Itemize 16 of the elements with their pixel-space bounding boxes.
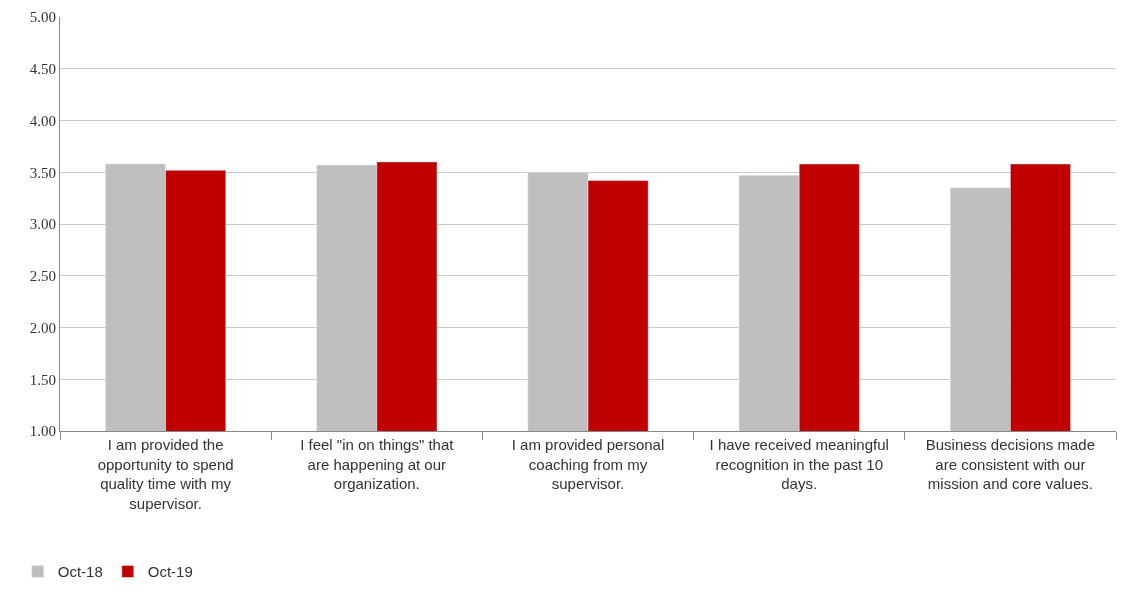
legend-label: Oct-19 [147,563,193,581]
x-tick-label: I feel "in on things" that are happening at our organization. [300,436,455,492]
legend-label: Oct-18 [57,563,103,581]
y-tick-label: 5.00 [29,9,56,26]
y-tick-label: 4.00 [29,112,56,129]
y-tick-label: 2.00 [29,319,56,336]
x-tick-label: I have received meaningful recognition in the past 10 days. [709,436,889,492]
x-tick-label: I am provided the opportunity to spend quality time with my supervisor. [97,436,234,512]
y-tick-label: 1.00 [29,423,56,440]
y-tick-label: 4.50 [29,61,56,77]
y-tick-label: 1.50 [29,371,56,388]
y-tick-label: 3.50 [29,164,56,181]
y-tick-label: 3.00 [29,216,56,233]
x-tick-label: Business decisions made are consistent with our mission and core values. [925,436,1096,492]
y-tick-label: 2.50 [29,268,56,284]
x-tick-label: I am provided personal coaching from my supervisor. [511,436,665,492]
